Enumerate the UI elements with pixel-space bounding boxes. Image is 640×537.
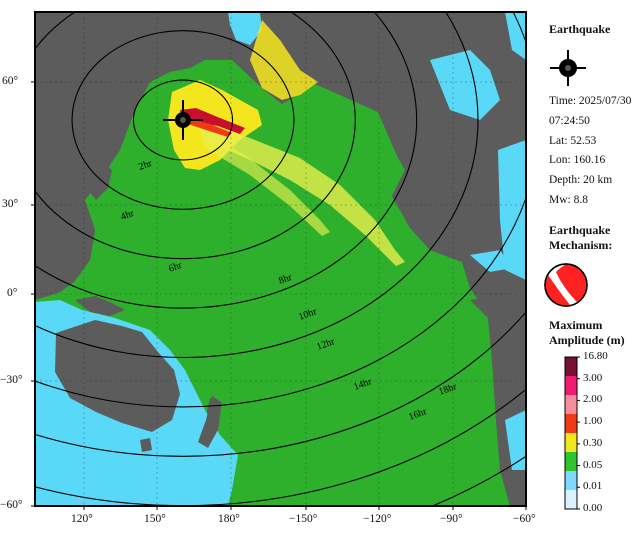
colorbar-segment — [565, 395, 577, 414]
amplitude-colorbar — [564, 356, 580, 510]
amplitude-beam-2 — [200, 130, 330, 236]
indonesia-islands — [75, 296, 125, 316]
colorbar-label: 16.80 — [583, 350, 608, 362]
time-clock: 07:24:50 — [549, 114, 590, 127]
lon-label-minus90: −90° — [440, 513, 463, 525]
asia-land — [35, 12, 190, 300]
earthquake-details: Time: 2025/07/30 07:24:50 Lat: 52.53 Lon… — [549, 92, 631, 211]
map-frame — [34, 11, 527, 507]
colorbar-label: 3.00 — [583, 371, 603, 384]
colorbar-label: 0.00 — [583, 502, 603, 514]
mechanism-heading-line1: Earthquake — [549, 223, 611, 237]
colorbar-label: 1.00 — [583, 415, 603, 428]
lat-value: Lat: 52.53 — [549, 134, 597, 147]
colorbar-frame — [564, 356, 578, 510]
beachball-icon — [544, 263, 588, 307]
colorbar-label: 0.30 — [583, 436, 603, 449]
contour-label-4hr: 4hr — [119, 208, 136, 223]
amplitude-beam — [195, 120, 405, 266]
contour-label-8hr: 8hr — [277, 272, 294, 287]
lat-label-30: 30° — [2, 198, 19, 210]
lon-label-120: 120° — [71, 513, 93, 525]
amplitude-heading: Maximum Amplitude (m) — [549, 318, 625, 348]
contour-8hr — [35, 12, 418, 309]
contour-6hr — [35, 12, 356, 260]
contour-14hr — [35, 311, 526, 457]
graticule — [35, 12, 526, 506]
lat-label-60: 60° — [2, 75, 19, 87]
epicenter-marker — [163, 100, 203, 140]
nz-green-strip — [218, 400, 240, 440]
colorbar-label: 0.01 — [583, 480, 603, 493]
colorbar-label: 2.00 — [583, 393, 603, 406]
colorbar-segment — [565, 490, 577, 509]
lon-label-minus120: −120° — [363, 513, 392, 525]
arctic-water — [228, 12, 262, 45]
colorbar-segment — [565, 433, 577, 452]
colorbar-segment — [565, 357, 577, 376]
earthquake-heading: Earthquake — [549, 22, 611, 36]
contour-12hr — [35, 12, 526, 408]
colorbar-segment — [565, 414, 577, 433]
legend-epicenter-icon — [550, 50, 586, 86]
hudson-bay-water — [430, 50, 500, 120]
amplitude-heading-line2: Amplitude (m) — [549, 333, 625, 347]
lon-value: Lon: 160.16 — [549, 154, 606, 167]
source-orange — [186, 118, 232, 137]
lat-label-minus30: −30° — [0, 374, 23, 386]
lon-label-180: 180° — [218, 513, 240, 525]
frame-ticks — [31, 81, 527, 510]
mechanism-heading: Earthquake Mechanism: — [549, 223, 612, 253]
lat-label-minus60: −60° — [0, 499, 23, 511]
tasmania-land — [140, 438, 152, 452]
lon-label-minus150: −150° — [289, 513, 318, 525]
atlantic-water — [498, 140, 526, 280]
colorbar-segment — [565, 471, 577, 490]
aleutian-yellow — [250, 20, 318, 100]
chile-coast-water — [505, 410, 526, 470]
contour-4hr — [71, 30, 295, 210]
new-zealand-land-top — [198, 396, 224, 448]
australia-land-top — [55, 320, 180, 432]
depth-value: Depth: 20 km — [549, 174, 613, 187]
colorbar-segment — [565, 376, 577, 395]
contour-label-6hr: 6hr — [167, 260, 184, 275]
japan-islands — [88, 160, 112, 200]
contour-label-2hr: 2hr — [137, 158, 154, 173]
contour-2hr — [132, 79, 234, 161]
contour-10hr — [35, 12, 479, 358]
colorbar-segment — [565, 452, 577, 471]
mechanism-heading-line2: Mechanism: — [549, 238, 613, 252]
colorbar-label: 0.05 — [583, 458, 603, 471]
caribbean-water — [470, 250, 512, 272]
lon-label-minus60: −60° — [513, 513, 536, 525]
time-date: Time: 2025/07/30 — [549, 95, 632, 107]
lon-label-150: 150° — [144, 513, 166, 525]
source-red — [180, 108, 245, 134]
mw-value: Mw: 8.8 — [549, 193, 588, 206]
greenland-water — [505, 12, 526, 60]
lat-label-0: 0° — [7, 287, 18, 299]
amplitude-heading-line1: Maximum — [549, 318, 603, 332]
